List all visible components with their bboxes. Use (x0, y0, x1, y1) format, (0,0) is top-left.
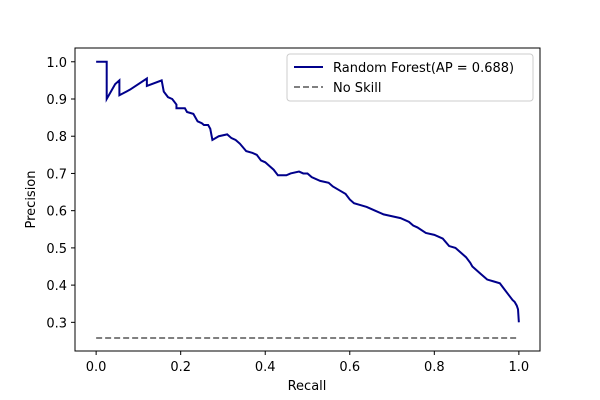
legend-label-random-forest: Random Forest(AP = 0.688) (333, 61, 514, 76)
x-axis-label: Recall (288, 379, 327, 394)
y-tick-label: 0.7 (46, 167, 67, 182)
x-tick-label: 0.4 (255, 360, 276, 375)
x-tick-label: 0.6 (339, 360, 360, 375)
y-tick-label: 0.8 (46, 130, 67, 145)
y-tick-label: 1.0 (46, 56, 67, 71)
x-tick-label: 0.2 (170, 360, 191, 375)
y-tick-label: 0.5 (46, 242, 67, 257)
y-tick-label: 0.9 (46, 93, 67, 108)
x-tick-label: 0.8 (424, 360, 445, 375)
x-tick-label: 1.0 (509, 360, 530, 375)
legend: Random Forest(AP = 0.688) No Skill (287, 54, 533, 101)
y-tick-label: 0.3 (46, 316, 67, 331)
y-tick-label: 0.6 (46, 205, 67, 220)
y-tick-label: 0.4 (46, 279, 67, 294)
x-tick-label: 0.0 (86, 360, 107, 375)
y-axis-label: Precision (24, 170, 39, 228)
x-axis-ticks: 0.0 0.2 0.4 0.6 0.8 1.0 (86, 351, 529, 375)
y-axis-ticks: 0.3 0.4 0.5 0.6 0.7 0.8 0.9 1.0 (46, 56, 75, 332)
legend-label-no-skill: No Skill (333, 81, 381, 96)
